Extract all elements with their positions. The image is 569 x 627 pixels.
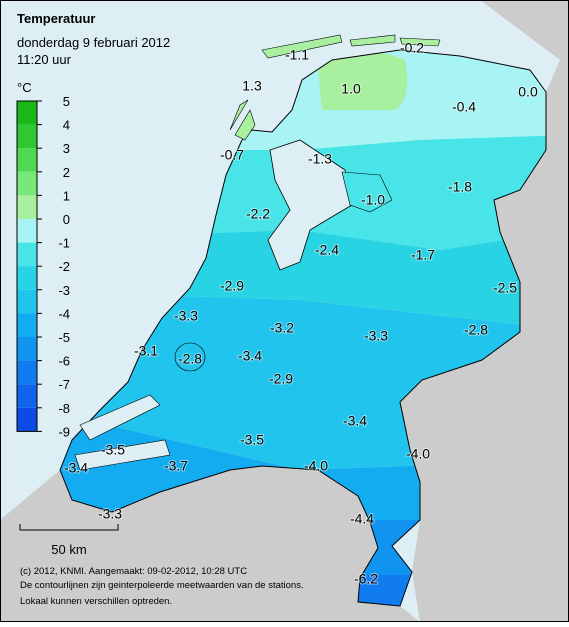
colorbar-swatch: [17, 313, 37, 337]
colorbar-swatch: [17, 407, 37, 432]
station-label: -1.7: [411, 247, 435, 263]
station-label: -3.3: [364, 328, 388, 344]
colorbar-label: -8: [58, 401, 70, 416]
station-label: -1.0: [361, 192, 385, 208]
colorbar-swatch: [17, 266, 37, 290]
colorbar-swatch: [17, 289, 37, 314]
title: Temperatuur: [17, 11, 96, 26]
belgium: [0, 466, 420, 622]
colorbar-swatch: [17, 171, 37, 196]
station-label: -3.3: [174, 308, 198, 324]
colorbar-label: -4: [58, 306, 70, 321]
station-label: -3.4: [238, 348, 262, 364]
station-label: -4.0: [406, 446, 430, 462]
station-label: -2.4: [315, 242, 339, 258]
scale-bar: [19, 524, 119, 531]
footer-line: De contourlijnen zijn geinterpoleerde me…: [20, 580, 304, 591]
colorbar-swatch: [17, 360, 37, 385]
colorbar-label: -3: [58, 283, 70, 298]
contour: [174, 342, 206, 372]
station-label: -1.3: [308, 151, 332, 167]
colorbar-label: -6: [58, 354, 70, 369]
colorbar-label: 4: [63, 118, 70, 133]
colorbar-swatch: [17, 101, 37, 125]
footer-line: (c) 2012, KNMI. Aangemaakt: 09-02-2012, …: [20, 566, 247, 577]
station-label: -3.2: [270, 320, 294, 336]
station-label: -2.8: [178, 351, 202, 367]
colorbar-label: 3: [63, 141, 70, 156]
station-label: -3.4: [64, 460, 88, 476]
station-label: -1.8: [448, 179, 472, 195]
colorbar-label: 0: [63, 212, 70, 227]
colorbar-label: -9: [58, 424, 70, 439]
colorbar-swatch: [17, 242, 37, 267]
ijsselmeer: [267, 139, 353, 271]
colorbar: 5 4 3 2 1 0 -1 -2 -3 -4 -5 -6 -7 -8 -9: [16, 94, 70, 439]
colorbar-swatch: [17, 148, 37, 172]
station-label: -4.0: [304, 458, 328, 474]
station-label: 0.0: [518, 84, 538, 100]
station-label: -1.1: [285, 47, 309, 63]
station-label: -3.7: [164, 458, 188, 474]
colorbar-label: 2: [63, 165, 70, 180]
colorbar-swatch: [17, 219, 37, 243]
colorbar-label: -2: [58, 259, 70, 274]
station-label: -0.7: [220, 147, 244, 163]
station-label: 1.3: [242, 78, 262, 94]
colorbar-label: 1: [63, 188, 70, 203]
flevoland: [341, 171, 393, 213]
zeeland-waters: [74, 394, 171, 471]
station-label: -2.8: [464, 322, 488, 338]
colorbar-label: -5: [58, 330, 70, 345]
colorbar-swatch: [17, 124, 37, 149]
colorbar-swatch: [17, 195, 37, 219]
station-label: -4.4: [350, 511, 374, 527]
station-label: -3.3: [98, 506, 122, 522]
colorbar-swatch: [17, 384, 37, 408]
station-label: -3.4: [343, 413, 367, 429]
station-label: -0.4: [452, 99, 476, 115]
germany: [400, 0, 569, 622]
scale-label: 50 km: [51, 542, 86, 557]
wadden-islands: [229, 34, 441, 141]
station-label: 1.0: [341, 81, 361, 97]
station-label: -2.5: [493, 280, 517, 296]
colorbar-label: 5: [63, 94, 70, 109]
date: donderdag 9 februari 2012: [17, 35, 170, 50]
station-label: -2.9: [220, 278, 244, 294]
colorbar-swatch: [17, 337, 37, 361]
colorbar-label: -1: [58, 236, 70, 251]
colorbar-label: -7: [58, 377, 70, 392]
station-label: -3.1: [134, 343, 158, 359]
station-label: -0.2: [400, 40, 424, 56]
station-label: -3.5: [101, 442, 125, 458]
unit: °C: [17, 80, 32, 95]
station-label: -3.5: [240, 432, 264, 448]
footer-line: Lokaal kunnen verschillen optreden.: [20, 596, 172, 607]
time: 11:20 uur: [17, 52, 72, 67]
station-label: -2.2: [246, 206, 270, 222]
station-label: -2.9: [269, 371, 293, 387]
station-label: -6.2: [354, 571, 378, 587]
